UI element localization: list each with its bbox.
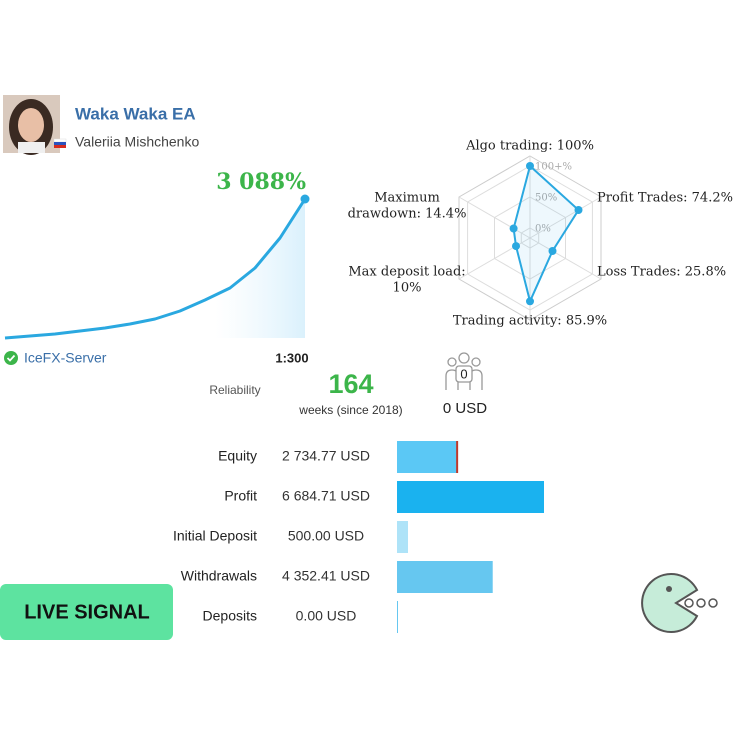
stat-bar	[397, 481, 544, 513]
logo	[641, 573, 718, 633]
stat-value: 0.00 USD	[296, 608, 357, 624]
stat-label: Equity	[218, 448, 257, 464]
radar-label: Max deposit load:	[348, 265, 465, 280]
radar-tick-label: 0%	[535, 224, 551, 235]
leverage: 1:300	[275, 350, 308, 365]
radar-chart: 100+% 50% 0% Algo trading: 100% Profit Trade…	[348, 139, 733, 329]
radar-label: drawdown: 14.4%	[348, 207, 467, 222]
growth-value: 3 088%	[216, 169, 306, 195]
radar-label: Loss Trades: 25.8%	[597, 265, 726, 280]
stat-label: Profit	[224, 488, 257, 504]
author-name[interactable]: Valeriia Mishchenko	[75, 134, 199, 150]
stat-bar	[397, 561, 493, 593]
stat-bar	[397, 441, 458, 473]
radar-dot	[574, 206, 583, 214]
stat-bar	[397, 601, 398, 633]
radar-spoke	[458, 196, 531, 239]
radar-label: Trading activity: 85.9%	[453, 314, 607, 329]
signal-title[interactable]: Waka Waka EA	[75, 104, 196, 123]
radar-dot	[526, 162, 534, 170]
verified-icon	[4, 351, 18, 365]
growth-area	[5, 199, 305, 338]
growth-line	[4, 198, 307, 340]
radar-dot	[548, 247, 557, 255]
radar-dot	[512, 242, 520, 251]
growth-end-dot	[300, 194, 310, 204]
radar-tick-label: 100+%	[535, 162, 572, 173]
server-name[interactable]: IceFX-Server	[24, 350, 107, 366]
live-badge[interactable]	[0, 584, 173, 640]
stat-label: Withdrawals	[181, 568, 257, 584]
stat-value: 2 734.77 USD	[282, 448, 370, 464]
stat-value: 4 352.41 USD	[282, 568, 370, 584]
radar-dot	[509, 224, 518, 233]
check	[6, 354, 16, 362]
radar-label: 10%	[393, 281, 422, 296]
growth-chart	[4, 194, 310, 340]
subscriber-funds: 0 USD	[443, 400, 487, 417]
flag	[53, 138, 67, 148]
radar-label: Profit Trades: 74.2%	[597, 191, 733, 206]
subscribers-icon	[445, 352, 483, 390]
avatar[interactable]	[3, 95, 60, 155]
stat-bar	[397, 521, 408, 553]
stat-value: 6 684.71 USD	[282, 488, 370, 504]
radar-spoke	[529, 237, 602, 280]
stat-label: Initial Deposit	[173, 528, 257, 544]
live-badge-text[interactable]: LIVE SIGNAL	[24, 601, 150, 623]
radar-area	[512, 164, 580, 305]
radar-dot	[526, 297, 534, 306]
stat-value: 500.00 USD	[288, 528, 364, 544]
radar-spoke	[529, 196, 602, 239]
stat-label: Deposits	[203, 608, 257, 624]
radar-label: Algo trading: 100%	[465, 139, 594, 154]
radar-label: Maximum	[374, 191, 440, 206]
reliability-label: Reliability	[209, 383, 260, 397]
weeks: 164	[328, 369, 373, 399]
subscribers-count: 0	[460, 366, 467, 381]
weeks-caption: weeks (since 2018)	[298, 403, 402, 417]
radar-tick-label: 50%	[535, 193, 557, 204]
stats-table: Equity 2 734.77 USD Profit 6 684.71 USD Init…	[173, 441, 544, 633]
